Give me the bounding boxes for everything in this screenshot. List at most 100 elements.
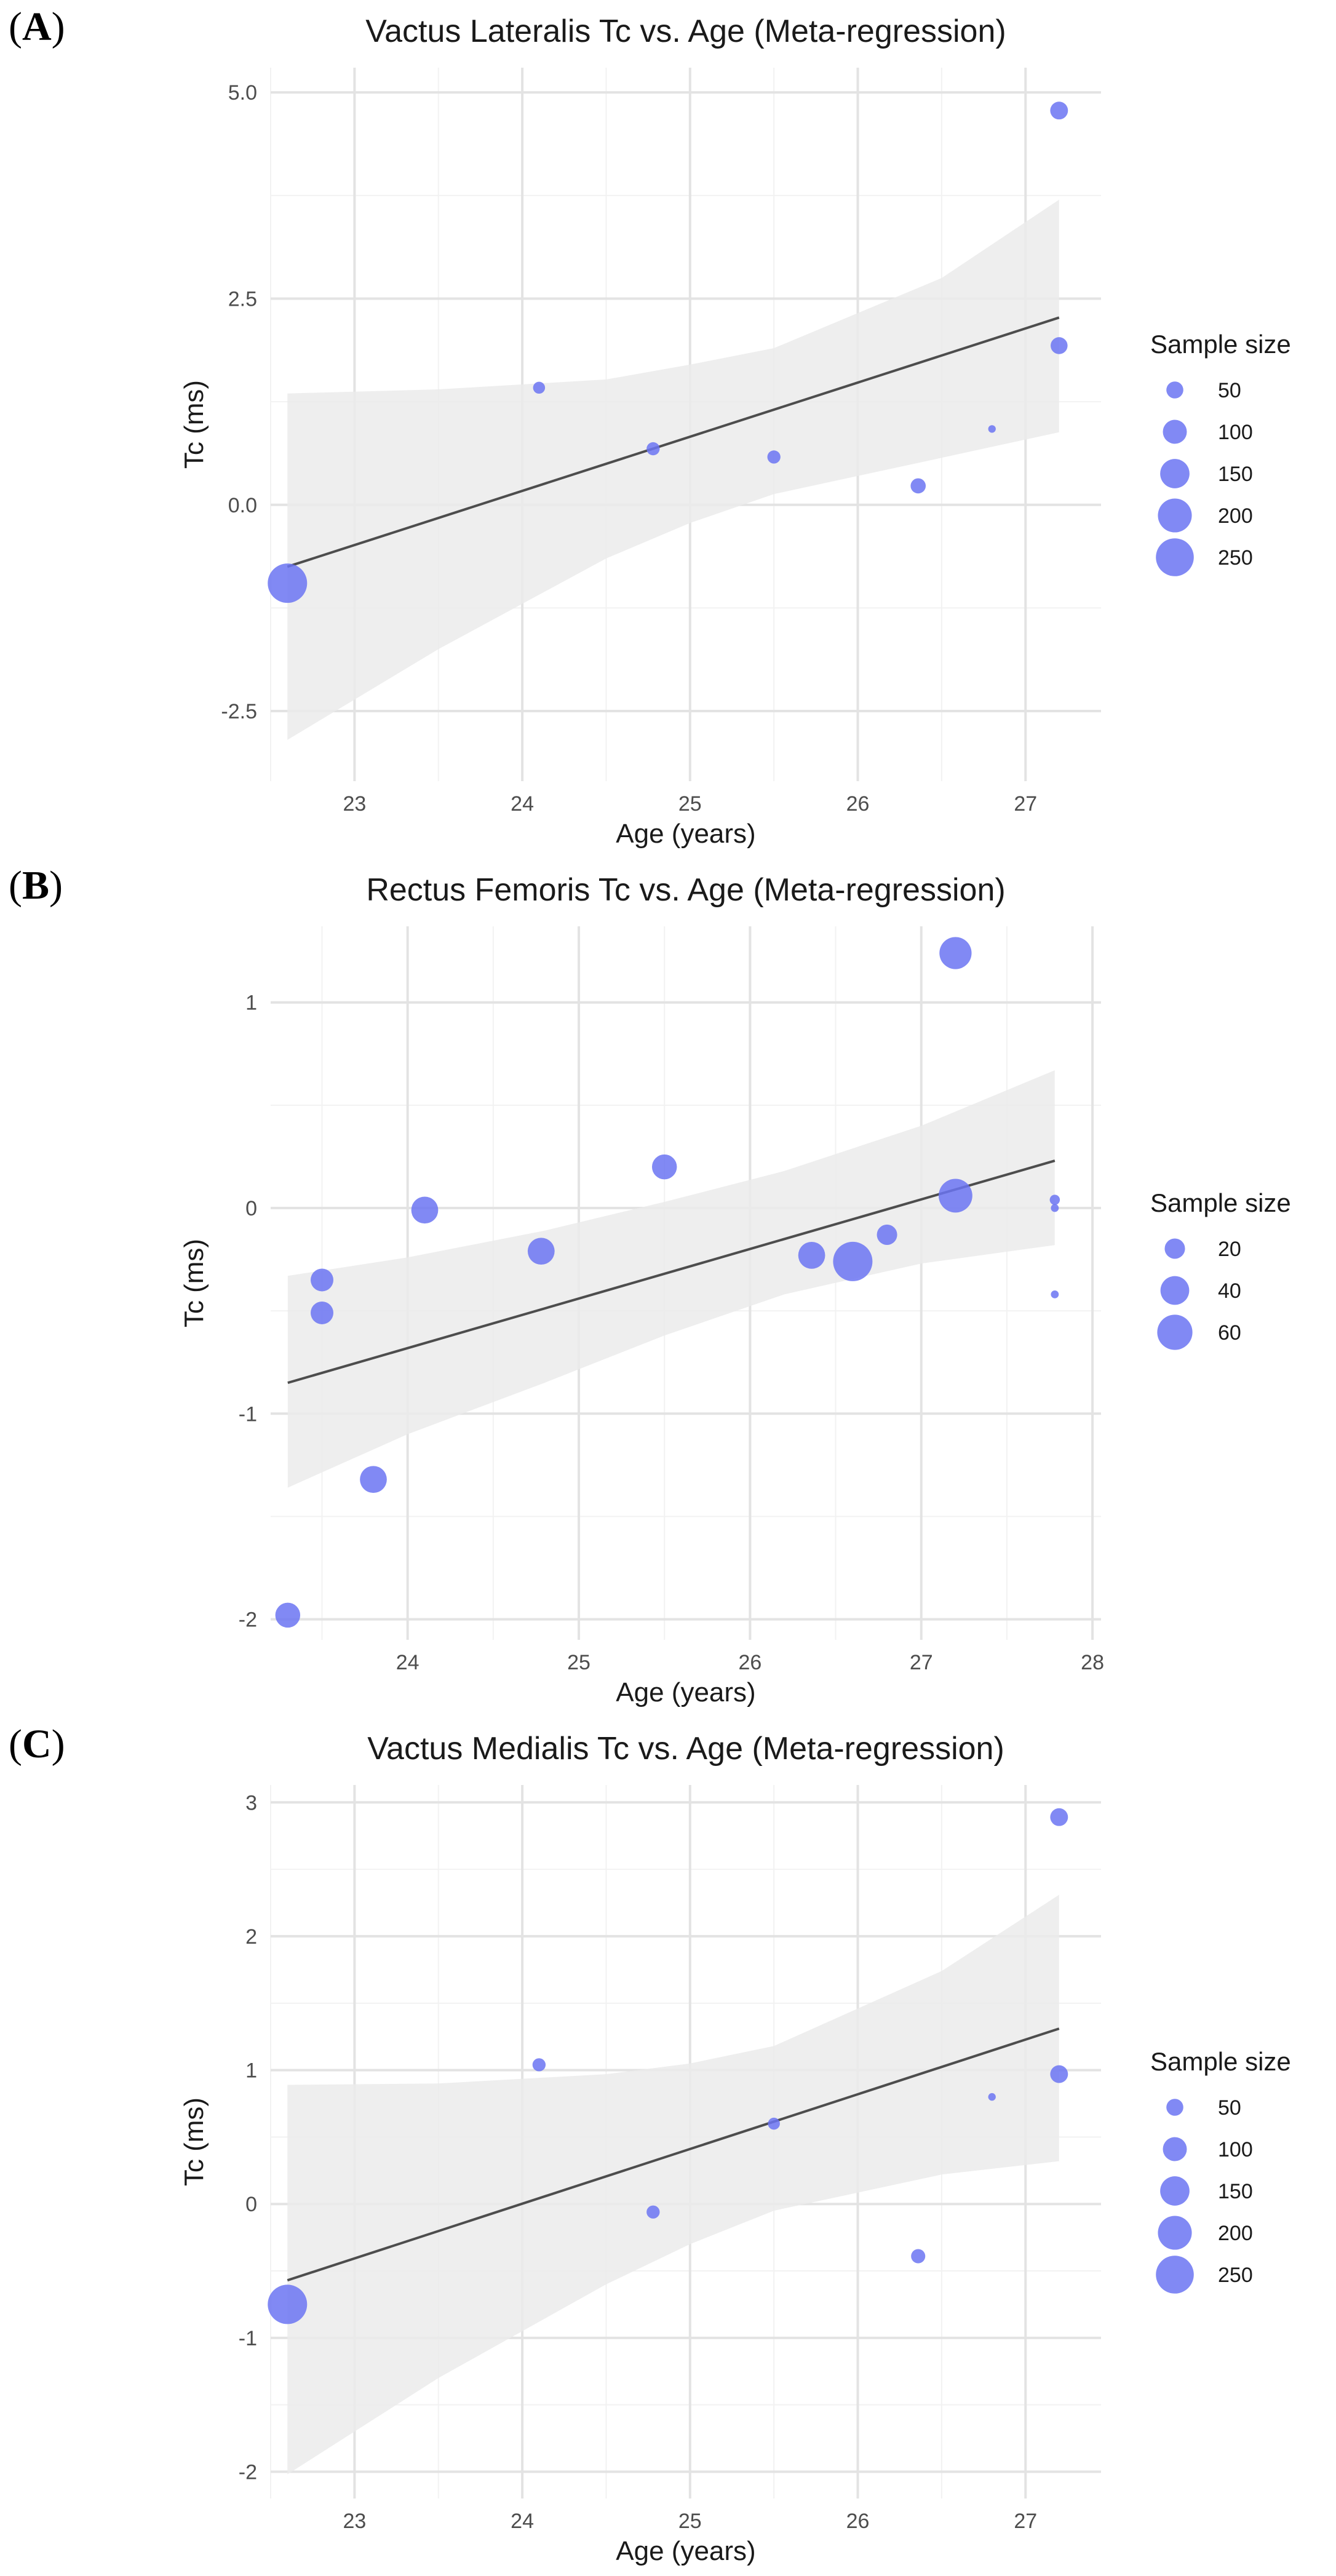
x-tick-label: 26 xyxy=(846,2510,870,2533)
x-tick-label: 27 xyxy=(910,1651,933,1674)
x-tick-label: 26 xyxy=(846,792,870,816)
y-tick-label: -2.5 xyxy=(221,700,257,723)
y-tick-label: -2 xyxy=(239,1608,257,1632)
legend-swatch xyxy=(1156,538,1194,576)
panel-b: 24 25 26 27 28 -2 -1 0 1 Rectus Femoris Tc vs. Ag… xyxy=(0,859,1336,1717)
x-tick-label: 25 xyxy=(678,2510,702,2533)
chart-title: Vactus Medialis Tc vs. Age (Meta-regress… xyxy=(367,1731,1004,1767)
legend-title: Sample size xyxy=(1150,2047,1291,2076)
legend-label: 100 xyxy=(1218,421,1253,444)
x-tick-label: 24 xyxy=(511,2510,534,2533)
data-point xyxy=(833,1241,873,1281)
confidence-band xyxy=(287,1070,1055,1488)
panel-label-a: (A) xyxy=(9,4,65,49)
data-point xyxy=(911,2249,926,2264)
legend-label: 50 xyxy=(1218,2096,1241,2120)
y-tick-label: -1 xyxy=(239,2327,257,2350)
data-point xyxy=(767,450,781,464)
x-tick-label: 28 xyxy=(1081,1651,1104,1674)
legend-swatch xyxy=(1156,2256,1194,2294)
legend-label: 150 xyxy=(1218,2180,1253,2203)
data-point xyxy=(988,2093,996,2101)
confidence-band xyxy=(287,1894,1059,2475)
y-tick-label: 5.0 xyxy=(228,81,257,105)
data-point xyxy=(1049,1195,1060,1205)
data-point xyxy=(268,563,308,603)
legend-label: 60 xyxy=(1218,1321,1241,1345)
data-point xyxy=(768,2117,780,2130)
data-point xyxy=(527,1238,555,1265)
y-tick-label: -2 xyxy=(239,2460,257,2484)
legend-label: 20 xyxy=(1218,1238,1241,1261)
data-point xyxy=(275,1602,301,1628)
data-point xyxy=(938,1179,972,1213)
chart-b: 24 25 26 27 28 -2 -1 0 1 Rectus Femoris Tc vs. Ag… xyxy=(179,872,1291,1707)
y-tick-label: 0.0 xyxy=(228,494,257,517)
data-point xyxy=(532,2058,546,2072)
y-tick-label: 0 xyxy=(245,2193,257,2216)
legend-label: 250 xyxy=(1218,2264,1253,2287)
chart-title: Vactus Lateralis Tc vs. Age (Meta-regres… xyxy=(365,14,1006,49)
panel-label-b: (B) xyxy=(9,863,63,908)
x-tick-label: 24 xyxy=(396,1651,419,1674)
data-point xyxy=(939,937,972,969)
legend-label: 150 xyxy=(1218,463,1253,486)
legend-swatch xyxy=(1166,2099,1183,2116)
legend-label: 250 xyxy=(1218,546,1253,570)
chart-title: Rectus Femoris Tc vs. Age (Meta-regressi… xyxy=(366,872,1005,908)
data-point xyxy=(311,1268,333,1292)
regression-line xyxy=(287,1159,1056,1385)
data-point xyxy=(268,2284,308,2324)
data-point xyxy=(411,1196,439,1224)
legend-swatch xyxy=(1160,459,1190,488)
y-tick-label: -1 xyxy=(239,1402,257,1426)
data-points xyxy=(275,937,1060,1628)
data-point xyxy=(1050,101,1068,120)
panel-c: 23 24 25 26 27 -2 -1 0 1 2 3 Vactus Medialis Tc vs.… xyxy=(0,1717,1336,2576)
legend-swatch xyxy=(1160,2176,1190,2206)
legend-swatch xyxy=(1158,2216,1192,2250)
legend-swatch xyxy=(1163,419,1187,444)
regression-line xyxy=(287,316,1060,568)
legend-title: Sample size xyxy=(1150,1188,1291,1217)
legend-swatch xyxy=(1163,2137,1187,2161)
data-point xyxy=(651,1154,677,1180)
data-point xyxy=(1051,1290,1059,1298)
y-tick-label: 1 xyxy=(245,2059,257,2083)
chart-a: 23 24 25 26 27 -2.5 0.0 2.5 5.0 Vactus Lateralis … xyxy=(179,14,1291,849)
legend-swatch xyxy=(1160,1276,1190,1305)
x-axis-label: Age (years) xyxy=(616,1677,755,1707)
legend-swatch xyxy=(1158,498,1192,533)
data-point xyxy=(646,442,660,456)
data-point xyxy=(988,425,996,433)
data-point xyxy=(1050,1808,1068,1826)
panel-a: 23 24 25 26 27 -2.5 0.0 2.5 5.0 Vactus Lateralis … xyxy=(0,0,1336,859)
panel-label-c: (C) xyxy=(9,1722,65,1767)
legend-label: 50 xyxy=(1218,379,1241,402)
x-tick-label: 25 xyxy=(567,1651,590,1674)
x-tick-label: 27 xyxy=(1014,2510,1037,2533)
legend-swatch xyxy=(1164,1238,1185,1259)
confidence-band xyxy=(287,199,1059,740)
x-tick-label: 26 xyxy=(738,1651,761,1674)
x-tick-label: 24 xyxy=(511,792,534,816)
y-axis-label: Tc (ms) xyxy=(179,380,209,469)
y-axis-label: Tc (ms) xyxy=(179,1239,209,1327)
legend-label: 40 xyxy=(1218,1279,1241,1303)
x-tick-label: 23 xyxy=(343,792,366,816)
data-point xyxy=(877,1224,897,1245)
data-point xyxy=(646,2205,660,2219)
y-tick-label: 0 xyxy=(245,1197,257,1220)
legend-label: 100 xyxy=(1218,2138,1253,2161)
x-tick-label: 27 xyxy=(1014,792,1037,816)
y-axis-label: Tc (ms) xyxy=(179,2097,209,2186)
y-tick-label: 2.5 xyxy=(228,287,257,311)
data-point xyxy=(910,478,926,494)
y-tick-label: 1 xyxy=(245,992,257,1015)
data-points xyxy=(268,1808,1068,2324)
data-point xyxy=(1051,337,1068,354)
legend-label: 200 xyxy=(1218,504,1253,528)
x-axis-label: Age (years) xyxy=(616,819,755,849)
x-axis-label: Age (years) xyxy=(616,2536,755,2566)
